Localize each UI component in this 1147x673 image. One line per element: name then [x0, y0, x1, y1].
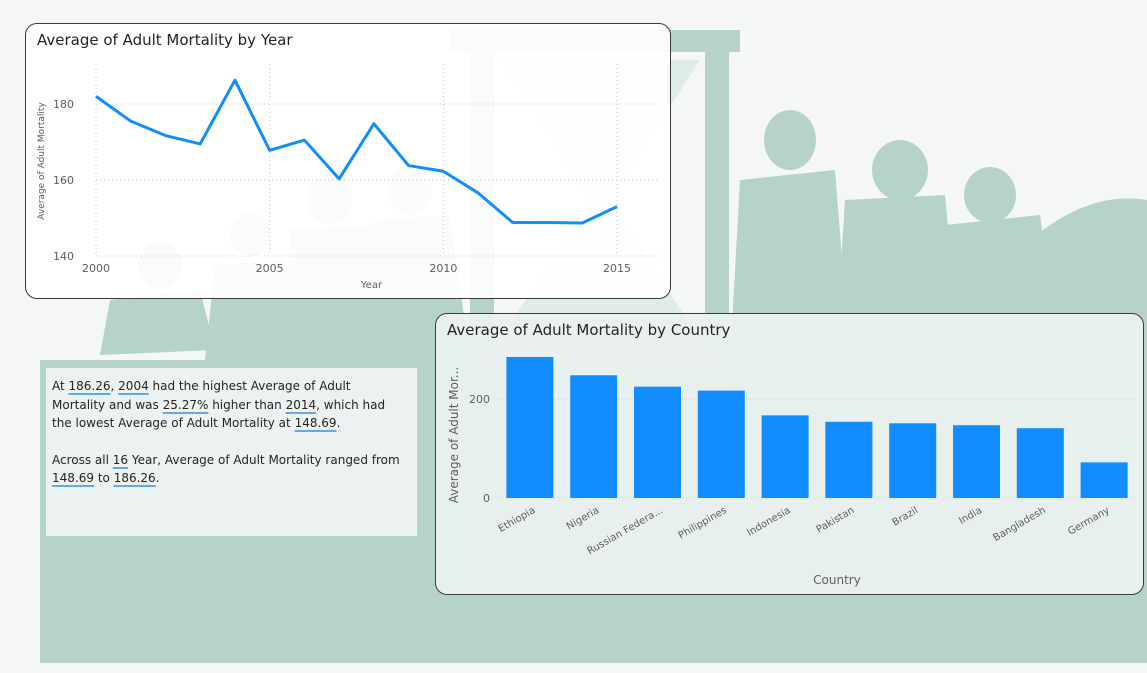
narrative-text: ,: [110, 379, 119, 393]
bar-germany: [1080, 462, 1128, 498]
narrative-text: , which had the lowest Average of Adult …: [52, 397, 386, 431]
x-tick-label: 2000: [82, 262, 110, 275]
line-point: [371, 121, 376, 126]
narrative-value: 16: [112, 452, 129, 467]
y-axis-title: Average of Adult Mor...: [447, 367, 461, 504]
bar-philippines: [697, 390, 745, 498]
bar-india: [953, 425, 1000, 498]
x-tick-label: Germany: [1066, 505, 1111, 538]
smart-narrative: At 186.26, 2004 had the highest Average …: [46, 368, 417, 536]
x-tick-label: Nigeria: [565, 505, 601, 532]
narrative-value: 186.26: [113, 471, 156, 486]
x-tick-label: 2005: [256, 262, 284, 275]
bar-indonesia: [761, 415, 809, 498]
line-series: [95, 78, 618, 225]
y-tick-label: 180: [53, 98, 74, 111]
x-tick-label: Philippines: [677, 505, 729, 541]
x-tick-label: Pakistan: [815, 505, 857, 535]
line-point: [232, 78, 237, 83]
line-point: [94, 94, 99, 99]
line-point: [441, 169, 446, 174]
x-tick-label: 2015: [603, 262, 631, 275]
narrative-value: 148.69: [294, 416, 337, 431]
bar-ethiopia: [506, 356, 554, 498]
line-chart-title: Average of Adult Mortality by Year: [37, 31, 293, 49]
narrative-text: At: [52, 379, 69, 393]
line-chart-card[interactable]: Average of Adult Mortality by Year 140 16…: [25, 23, 671, 299]
x-axis-title: Country: [813, 573, 861, 587]
narrative-text: higher than: [208, 397, 286, 412]
narrative-text: Year, Average of Adult Mortality ranged …: [128, 452, 400, 467]
line-point: [580, 220, 585, 225]
narrative-text: to: [94, 471, 114, 486]
x-tick-label: Indonesia: [745, 505, 792, 539]
line-point: [337, 176, 342, 181]
line-point: [510, 220, 515, 225]
y-tick-label: 200: [469, 393, 490, 406]
x-axis-title: Year: [360, 280, 383, 291]
x-tick-label: Brazil: [891, 505, 921, 528]
line-point: [615, 204, 620, 209]
y-tick-label: 160: [53, 174, 74, 187]
x-tick-label: Bangladesh: [992, 505, 1048, 544]
line-chart-plot: 140 160 180 2000 2005 2010 2015 Year Average of …: [37, 64, 657, 291]
narrative-text: had the highest Average of Adult Mortali…: [52, 379, 351, 412]
narrative-value: 25.27%: [162, 397, 209, 412]
x-tick-label: Ethiopia: [497, 505, 538, 535]
bar-russian-federa: [634, 386, 681, 498]
narrative-text: .: [336, 416, 341, 431]
y-tick-label: 140: [53, 250, 74, 263]
line-point: [128, 119, 133, 124]
line-point: [406, 163, 411, 168]
bar-bangladesh: [1016, 428, 1064, 498]
narrative-value: 2004: [118, 379, 149, 393]
y-tick-label: 0: [483, 492, 490, 505]
bar-brazil: [889, 423, 937, 498]
narrative-value: 148.69: [52, 471, 94, 486]
line-point: [302, 138, 307, 143]
narrative-value: 186.26: [68, 379, 111, 393]
line-point: [545, 220, 550, 225]
bar-pakistan: [825, 421, 873, 498]
line-point: [476, 190, 481, 195]
narrative-value: 2014: [285, 397, 317, 412]
bar-nigeria: [570, 375, 618, 498]
bar-chart-card[interactable]: Average of Adult Mortality by Country 0 2…: [435, 313, 1144, 595]
narrative-paragraph-2: Across all 16 Year, Average of Adult Mor…: [52, 451, 407, 488]
narrative-paragraph-1: At 186.26, 2004 had the highest Average …: [52, 377, 407, 433]
narrative-text: Across all: [52, 452, 113, 467]
y-axis-title: Average of Adult Mortality: [37, 102, 47, 220]
line-point: [198, 141, 203, 146]
narrative-text: .: [155, 471, 160, 486]
x-tick-label: India: [957, 505, 984, 527]
line-point: [163, 133, 168, 138]
line-point: [267, 148, 272, 153]
bar-chart-title: Average of Adult Mortality by Country: [447, 321, 731, 339]
x-tick-label: 2010: [429, 262, 457, 275]
